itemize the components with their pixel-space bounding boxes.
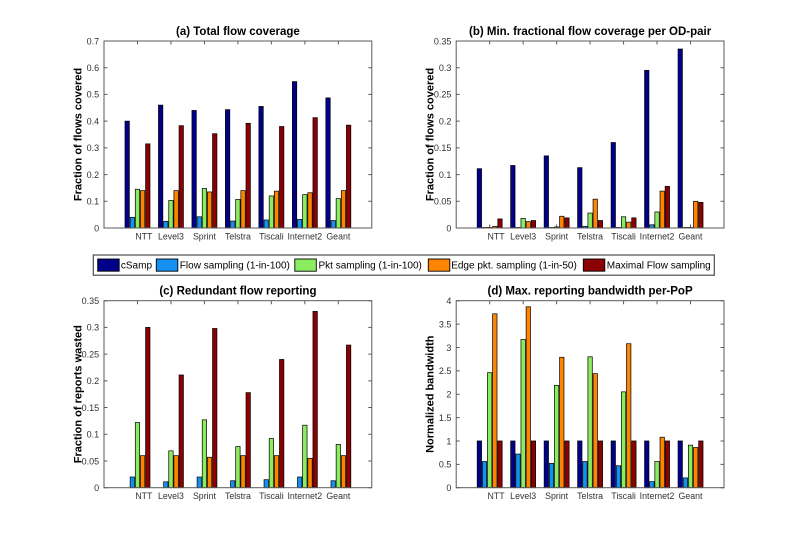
svg-text:Geant: Geant [326, 232, 351, 242]
svg-text:0: 0 [446, 483, 451, 493]
svg-text:0: 0 [94, 483, 99, 493]
svg-text:Geant: Geant [326, 491, 351, 501]
svg-text:0: 0 [94, 223, 99, 233]
svg-text:Sprint: Sprint [193, 491, 217, 501]
svg-text:0.3: 0.3 [439, 63, 452, 73]
svg-text:0.05: 0.05 [82, 456, 100, 466]
svg-text:Normalized bandwidth: Normalized bandwidth [425, 335, 437, 453]
svg-text:Telstra: Telstra [577, 232, 603, 242]
svg-text:Internet2: Internet2 [287, 491, 322, 501]
svg-text:(a) Total flow coverage: (a) Total flow coverage [176, 26, 300, 38]
svg-text:4: 4 [446, 296, 451, 306]
svg-text:0.35: 0.35 [434, 36, 452, 46]
svg-text:2.5: 2.5 [439, 366, 452, 376]
svg-text:0.25: 0.25 [82, 349, 100, 359]
svg-text:0.3: 0.3 [87, 143, 100, 153]
svg-text:Internet2: Internet2 [640, 232, 675, 242]
svg-text:Telstra: Telstra [225, 232, 251, 242]
svg-text:Sprint: Sprint [193, 232, 217, 242]
svg-text:Telstra: Telstra [225, 491, 251, 501]
svg-text:Pkt sampling (1-in-100): Pkt sampling (1-in-100) [319, 261, 422, 272]
svg-text:Level3: Level3 [510, 232, 536, 242]
svg-text:NTT: NTT [488, 232, 506, 242]
svg-text:NTT: NTT [135, 232, 153, 242]
svg-text:1.5: 1.5 [439, 413, 452, 423]
svg-text:Fraction of reports wasted: Fraction of reports wasted [73, 325, 85, 463]
svg-text:0.15: 0.15 [434, 143, 452, 153]
svg-text:Level3: Level3 [158, 232, 184, 242]
svg-text:(c) Redundant flow reporting: (c) Redundant flow reporting [159, 286, 316, 298]
svg-text:Fraction of flows covered: Fraction of flows covered [425, 68, 437, 201]
svg-text:0.15: 0.15 [82, 403, 100, 413]
svg-text:Tiscali: Tiscali [611, 232, 636, 242]
svg-text:0.2: 0.2 [439, 116, 452, 126]
svg-text:0.2: 0.2 [87, 170, 100, 180]
svg-text:0.2: 0.2 [87, 376, 100, 386]
svg-text:Edge pkt. sampling (1-in-50): Edge pkt. sampling (1-in-50) [451, 261, 577, 272]
svg-text:2: 2 [446, 390, 451, 400]
svg-text:cSamp: cSamp [121, 261, 153, 272]
svg-text:Sprint: Sprint [545, 232, 569, 242]
svg-text:0.7: 0.7 [87, 36, 100, 46]
svg-text:Tiscali: Tiscali [611, 491, 636, 501]
svg-text:3.5: 3.5 [439, 319, 452, 329]
svg-text:0.6: 0.6 [87, 63, 100, 73]
svg-text:0.25: 0.25 [434, 90, 452, 100]
svg-text:0.5: 0.5 [87, 90, 100, 100]
svg-text:Level3: Level3 [510, 491, 536, 501]
svg-text:Maximal Flow sampling: Maximal Flow sampling [607, 261, 711, 272]
svg-text:Flow sampling (1-in-100): Flow sampling (1-in-100) [180, 261, 290, 272]
svg-text:3: 3 [446, 343, 451, 353]
svg-text:Level3: Level3 [158, 491, 184, 501]
svg-text:0.3: 0.3 [87, 323, 100, 333]
svg-text:Fraction of flows covered: Fraction of flows covered [73, 68, 85, 201]
svg-text:0.5: 0.5 [439, 460, 452, 470]
svg-text:Tiscali: Tiscali [259, 491, 284, 501]
svg-text:0.1: 0.1 [87, 197, 100, 207]
svg-text:0: 0 [446, 223, 451, 233]
svg-text:Sprint: Sprint [545, 491, 569, 501]
svg-text:0.35: 0.35 [82, 296, 100, 306]
svg-text:Tiscali: Tiscali [259, 232, 284, 242]
svg-text:(d) Max. reporting bandwidth p: (d) Max. reporting bandwidth per-PoP [488, 286, 693, 298]
svg-text:NTT: NTT [135, 491, 153, 501]
svg-text:0.05: 0.05 [434, 197, 452, 207]
svg-text:Internet2: Internet2 [640, 491, 675, 501]
svg-text:(b) Min. fractional flow cover: (b) Min. fractional flow coverage per OD… [469, 26, 712, 38]
svg-text:1: 1 [446, 436, 451, 446]
svg-text:0.1: 0.1 [87, 430, 100, 440]
svg-text:Geant: Geant [679, 232, 704, 242]
svg-text:NTT: NTT [488, 491, 506, 501]
svg-text:Internet2: Internet2 [287, 232, 322, 242]
svg-text:Geant: Geant [679, 491, 704, 501]
svg-text:Telstra: Telstra [577, 491, 603, 501]
svg-text:0.1: 0.1 [439, 170, 452, 180]
svg-text:0.4: 0.4 [87, 116, 100, 126]
